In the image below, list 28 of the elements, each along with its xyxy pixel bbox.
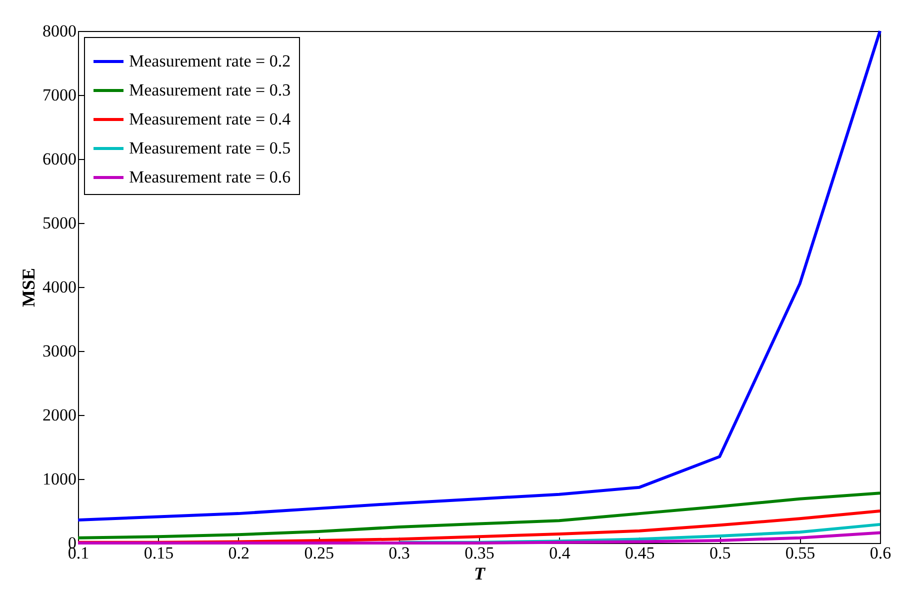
legend-label: Measurement rate = 0.3 (129, 80, 291, 100)
legend-label: Measurement rate = 0.6 (129, 168, 291, 186)
line-series (76, 30, 882, 522)
x-tick-label: 0.15 (144, 544, 174, 562)
line-series (76, 531, 882, 544)
y-tick-label: 4000 (42, 278, 76, 296)
x-tick-label: 0.45 (625, 544, 655, 562)
legend-label: Measurement rate = 0.2 (129, 52, 291, 70)
y-tick-label: 6000 (42, 150, 76, 168)
x-tick-label: 0.6 (870, 544, 892, 562)
y-tick-label: 8000 (42, 22, 76, 40)
x-tick-label: 0.4 (549, 544, 571, 562)
x-axis-title: T (474, 564, 486, 584)
legend-label: Measurement rate = 0.5 (129, 138, 291, 158)
x-tick-label: 0.3 (388, 544, 410, 562)
line-series (76, 492, 882, 540)
x-tick-label: 0.55 (785, 544, 816, 562)
x-tick-label: 0.35 (464, 544, 494, 562)
y-axis-title: MSE (18, 268, 38, 308)
legend-label: Measurement rate = 0.4 (129, 110, 292, 128)
y-tick-label: 1000 (42, 470, 76, 488)
y-tick-label: 3000 (42, 342, 76, 360)
y-tick-label: 5000 (42, 214, 76, 232)
x-tick-label: 0.2 (228, 544, 250, 562)
y-tick-label: 7000 (42, 86, 76, 104)
y-tick-label: 2000 (42, 406, 76, 424)
x-tick-label: 0.5 (709, 544, 731, 562)
x-tick-label: 0.25 (304, 544, 334, 562)
